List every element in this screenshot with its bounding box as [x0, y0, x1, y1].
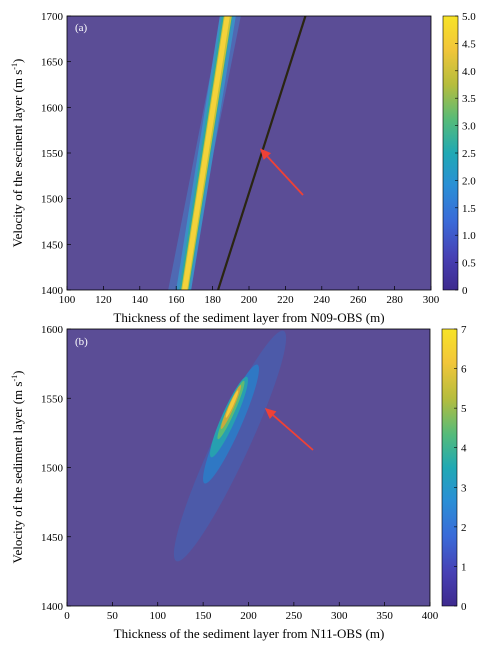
colorbar-tick-label: 7 — [461, 324, 467, 336]
panel-a-arrow — [259, 148, 304, 196]
panel-b-colorbar-ticks: 0 1 2 3 4 5 6 7 — [454, 324, 467, 613]
panel-b: 0 50 100 150 200 250 300 350 4001400145015001550… — [10, 324, 467, 641]
minimum-arrow-shaft — [272, 414, 314, 451]
x-tick-label: 100 — [59, 294, 76, 306]
colorbar-tick-label: 4.5 — [462, 38, 476, 50]
panel-b-xlabel: Thickness of the sediment layer from N11… — [114, 626, 385, 641]
y-tick-label: 1550 — [41, 393, 64, 405]
y-tick-label: 1500 — [41, 194, 64, 206]
panel-a-plot-background — [67, 16, 431, 290]
panel-b-label: (b) — [75, 336, 88, 348]
x-tick-label: 250 — [286, 610, 303, 622]
x-tick-label: 140 — [132, 294, 149, 306]
contour-b-level-6 — [225, 390, 239, 418]
panel-a-ylabel: Velocity of the secinent layer (m s-1) — [10, 59, 25, 248]
x-tick-label: 280 — [386, 294, 403, 306]
x-tick-label: 200 — [241, 294, 258, 306]
colorbar-tick-label: 0 — [462, 285, 468, 297]
colorbar-tick-label: 4 — [461, 443, 467, 455]
minimum-arrow-shaft — [266, 155, 304, 196]
y-tick-label: 1600 — [41, 102, 64, 114]
minimum-arrow-head — [264, 407, 277, 419]
x-tick-label: 160 — [168, 294, 185, 306]
colorbar-tick-label: 2 — [461, 522, 467, 534]
panel-a-colorbar-ticks: 0 0.5 1.0 1.5 2.0 2.5 3.0 3.5 4.0 4.5 5.0 — [455, 11, 476, 297]
panel-a-contours — [168, 16, 307, 290]
x-tick-label: 150 — [195, 610, 212, 622]
colorbar-tick-label: 5.0 — [462, 11, 476, 23]
panel-b-ylabel: Velocity of the sediment layer (m s-1) — [10, 371, 25, 564]
y-tick-label: 1550 — [41, 148, 64, 160]
x-tick-label: 120 — [95, 294, 112, 306]
panel-a-label: (a) — [75, 22, 88, 34]
panel-b-contours — [173, 330, 287, 562]
x-tick-label: 180 — [204, 294, 221, 306]
colorbar-tick-label: 0.5 — [462, 258, 476, 270]
x-tick-label: 350 — [376, 610, 393, 622]
y-tick-label: 1650 — [41, 57, 64, 69]
panel-b-arrow — [264, 407, 314, 451]
colorbar-tick-label: 1.5 — [462, 203, 476, 215]
colorbar-tick-label: 6 — [461, 364, 467, 376]
panel-a: 100 120 140 160 180 200 220 240 260 280 300 1400 145… — [10, 11, 476, 325]
panel-b-colorbar — [441, 328, 458, 607]
minimum-arrow-head — [259, 148, 272, 160]
x-tick-label: 300 — [423, 294, 440, 306]
colorbar-tick-label: 2.0 — [462, 175, 476, 187]
y-tick-label: 1400 — [41, 285, 64, 297]
y-tick-label: 1700 — [41, 11, 64, 23]
panel-b-axes: 0 50 100 150 200 250 300 350 400 1400 1450 1500 1550… — [41, 324, 439, 622]
colorbar-tick-label: 0 — [461, 601, 467, 613]
colorbar-tick-label: 2.5 — [462, 148, 476, 160]
x-tick-label: 220 — [277, 294, 294, 306]
panel-a-xlabel: Thickness of the sediment layer from N09… — [113, 310, 384, 325]
colorbar-tick-label: 3.5 — [462, 93, 476, 105]
x-tick-label: 100 — [150, 610, 167, 622]
colorbar-tick-label: 5 — [461, 403, 467, 415]
colorbar-tick-label: 3 — [461, 482, 467, 494]
y-tick-label: 1400 — [41, 601, 64, 613]
x-tick-label: 240 — [314, 294, 331, 306]
x-tick-label: 50 — [107, 610, 119, 622]
x-tick-label: 0 — [64, 610, 70, 622]
y-tick-label: 1450 — [41, 239, 64, 251]
y-tick-label: 1450 — [41, 532, 64, 544]
x-tick-label: 300 — [331, 610, 348, 622]
contour-a-level-4 — [182, 16, 230, 290]
colorbar-tick-label: 4.0 — [462, 66, 476, 78]
x-tick-label: 260 — [350, 294, 367, 306]
colorbar-tick-label: 3.0 — [462, 121, 476, 133]
panel-a-axes: 100 120 140 160 180 200 220 240 260 280 300 1400 145… — [41, 11, 440, 306]
y-tick-label: 1500 — [41, 463, 64, 475]
colorbar-tick-label: 1.0 — [462, 230, 476, 242]
y-tick-label: 1600 — [41, 324, 64, 336]
x-tick-label: 400 — [422, 610, 439, 622]
colorbar-tick-label: 1 — [461, 561, 467, 573]
x-tick-label: 200 — [240, 610, 257, 622]
panel-b-plot-background — [67, 329, 430, 606]
